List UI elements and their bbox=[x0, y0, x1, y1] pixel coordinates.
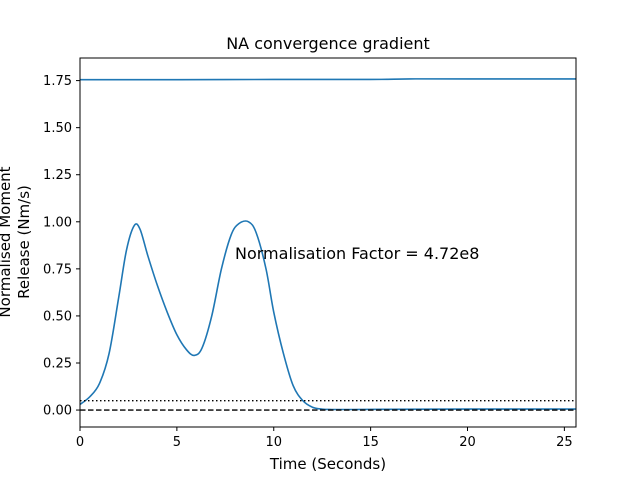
plot-lines bbox=[80, 78, 576, 411]
y-tick-label: 1.50 bbox=[43, 121, 72, 136]
y-tick-label: 0.50 bbox=[43, 309, 72, 324]
x-tick-label: 15 bbox=[362, 435, 379, 450]
y-axis-title-line-1: Normalised Moment bbox=[0, 166, 14, 317]
x-tick-label: 10 bbox=[265, 435, 282, 450]
x-tick-label: 25 bbox=[556, 435, 573, 450]
plot-frame bbox=[79, 57, 577, 428]
x-tick-label: 0 bbox=[76, 435, 84, 450]
y-axis-ticks: 0.00 0.25 0.50 0.75 1.00 1.25 1.50 1.75 bbox=[43, 74, 80, 419]
y-tick-label: 1.25 bbox=[43, 168, 72, 183]
chart-title: NA convergence gradient bbox=[226, 34, 430, 53]
y-axis-title-line-2: Release (Nm/s) bbox=[15, 185, 33, 299]
normalisation-annotation: Normalisation Factor = 4.72e8 bbox=[235, 244, 479, 263]
x-tick-label: 5 bbox=[173, 435, 181, 450]
x-axis-title: Time (Seconds) bbox=[269, 455, 386, 473]
x-tick-label: 20 bbox=[459, 435, 476, 450]
y-tick-label: 1.75 bbox=[43, 74, 72, 89]
y-tick-label: 1.00 bbox=[43, 215, 72, 230]
series-line-2 bbox=[80, 220, 576, 411]
y-tick-label: 0.25 bbox=[43, 356, 72, 371]
y-tick-label: 0.00 bbox=[43, 404, 72, 419]
y-tick-label: 0.75 bbox=[43, 262, 72, 277]
x-axis-ticks: 0 5 10 15 20 25 bbox=[76, 427, 573, 450]
series-line-1 bbox=[80, 78, 576, 81]
